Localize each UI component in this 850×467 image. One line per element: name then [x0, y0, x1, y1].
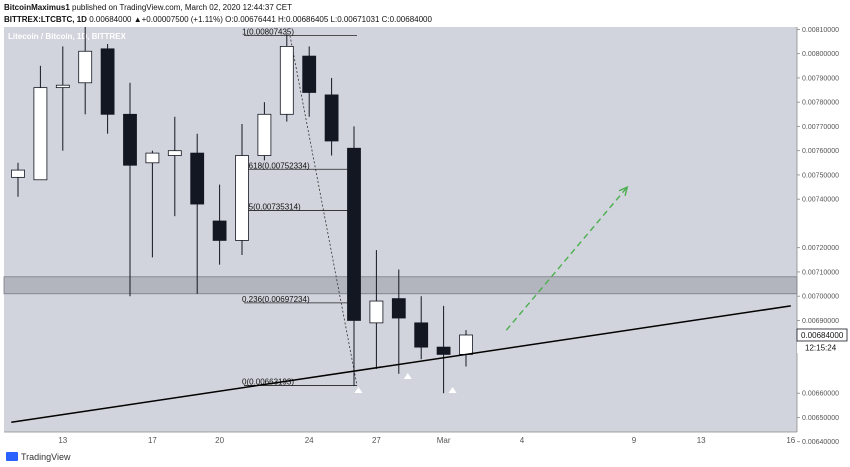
- y-tick-label-3: 0.00780000: [802, 100, 839, 107]
- fib-level-label-3: 0.236(0.00697234): [242, 295, 310, 304]
- y-tick-label-2: 0.00790000: [802, 75, 839, 82]
- candle-body-10: [235, 155, 249, 241]
- x-tick-label-0: 13: [58, 436, 67, 445]
- current-price-label: 0.00684000: [801, 331, 844, 340]
- fib-level-label-2: 0.5(0.00735314): [242, 203, 301, 212]
- author-name: BitcoinMaximus1: [4, 3, 70, 12]
- y-tick-label-13: 0.00650000: [802, 415, 839, 422]
- candle-body-18: [414, 322, 429, 348]
- candle-body-9: [212, 220, 227, 241]
- support-marker-0: [354, 387, 363, 393]
- fib-level-label-4: 0(0.00663193): [242, 377, 294, 386]
- projection-arrow-head: [618, 185, 629, 196]
- y-tick-label-9: 0.00710000: [802, 269, 839, 276]
- candle-body-17: [391, 298, 406, 319]
- ascending-trendline: [11, 305, 791, 424]
- y-tick-label-6: 0.00750000: [802, 172, 839, 179]
- tradingview-logo-icon: [6, 452, 18, 461]
- y-tick-label-0: 0.00810000: [802, 27, 839, 34]
- y-tick-label-8: 0.00720000: [802, 245, 839, 252]
- chart-header-line-2: BITTREX:LTCBTC, 1D 0.00684000 ▲+0.000075…: [4, 15, 432, 24]
- fib-diagonal: [289, 35, 358, 386]
- countdown-label: 12:15:24: [805, 343, 837, 352]
- candle-body-5: [123, 113, 137, 166]
- fib-level-label-0: 1(0.00807435): [242, 28, 294, 37]
- publish-info: published on TradingView.com, March 02, …: [72, 3, 293, 12]
- chart-watermark: Litecoin / Bitcoin, 1D, BITTREX: [8, 32, 126, 41]
- plot-layer: 1(0.00807435) 0.618(0.00752334) 0.5(0.0073…: [11, 27, 791, 424]
- candle-body-20: [459, 334, 473, 355]
- x-tick-label-6: 4: [520, 436, 525, 445]
- y-tick-label-7: 0.00740000: [802, 197, 839, 204]
- fib-level-label-1: 0.618(0.00752334): [242, 161, 310, 170]
- support-marker-2: [448, 387, 457, 393]
- y-tick-label-10: 0.00700000: [802, 294, 839, 301]
- candle-body-8: [190, 152, 205, 205]
- footer-brand: TradingView: [6, 452, 71, 462]
- candle-body-19: [436, 346, 451, 355]
- chart-header-line-1: BitcoinMaximus1 published on TradingView…: [4, 3, 292, 12]
- plot-area: [4, 27, 797, 432]
- footer-brand-label: TradingView: [21, 452, 71, 462]
- y-tick-label-11: 0.00690000: [802, 318, 839, 325]
- x-tick-label-9: 16: [786, 436, 795, 445]
- y-tick-label-12: 0.00660000: [802, 391, 839, 398]
- candle-body-11: [257, 113, 272, 156]
- candle-body-4: [100, 48, 115, 115]
- support-zone: [3, 276, 798, 295]
- candle-body-13: [302, 55, 317, 93]
- x-tick-label-1: 17: [148, 436, 157, 445]
- candle-body-12: [279, 46, 294, 115]
- y-tick-label-14: 0.00640000: [802, 439, 839, 446]
- x-tick-label-3: 24: [305, 436, 314, 445]
- x-tick-label-7: 9: [632, 436, 637, 445]
- candle-body-7: [167, 150, 182, 156]
- y-tick-label-1: 0.00800000: [802, 51, 839, 58]
- support-marker-1: [403, 373, 412, 379]
- countdown-badge: [797, 341, 847, 353]
- candle-body-3: [78, 50, 93, 84]
- y-tick-label-4: 0.00770000: [802, 124, 839, 131]
- x-tick-label-2: 20: [215, 436, 224, 445]
- candle-body-16: [369, 300, 384, 324]
- x-tick-label-5: Mar: [437, 436, 451, 445]
- candle-body-0: [11, 169, 25, 178]
- y-tick-label-5: 0.00760000: [802, 148, 839, 155]
- projection-arrow-line: [505, 186, 628, 331]
- current-price-badge: [796, 328, 848, 342]
- ohlc-values: O:0.00676441 H:0.00686405 L:0.00671031 C…: [225, 15, 432, 24]
- price-change: 0.00684000 ▲+0.00007500 (+1.11%): [89, 15, 223, 24]
- symbol-label: BITTREX:LTCBTC, 1D: [4, 15, 87, 24]
- candle-body-2: [55, 84, 70, 89]
- candle-body-6: [145, 152, 160, 164]
- candle-body-1: [33, 87, 48, 181]
- candle-body-14: [324, 94, 339, 142]
- candle-body-15: [347, 147, 361, 321]
- x-tick-label-8: 13: [697, 436, 706, 445]
- x-tick-label-4: 27: [372, 436, 381, 445]
